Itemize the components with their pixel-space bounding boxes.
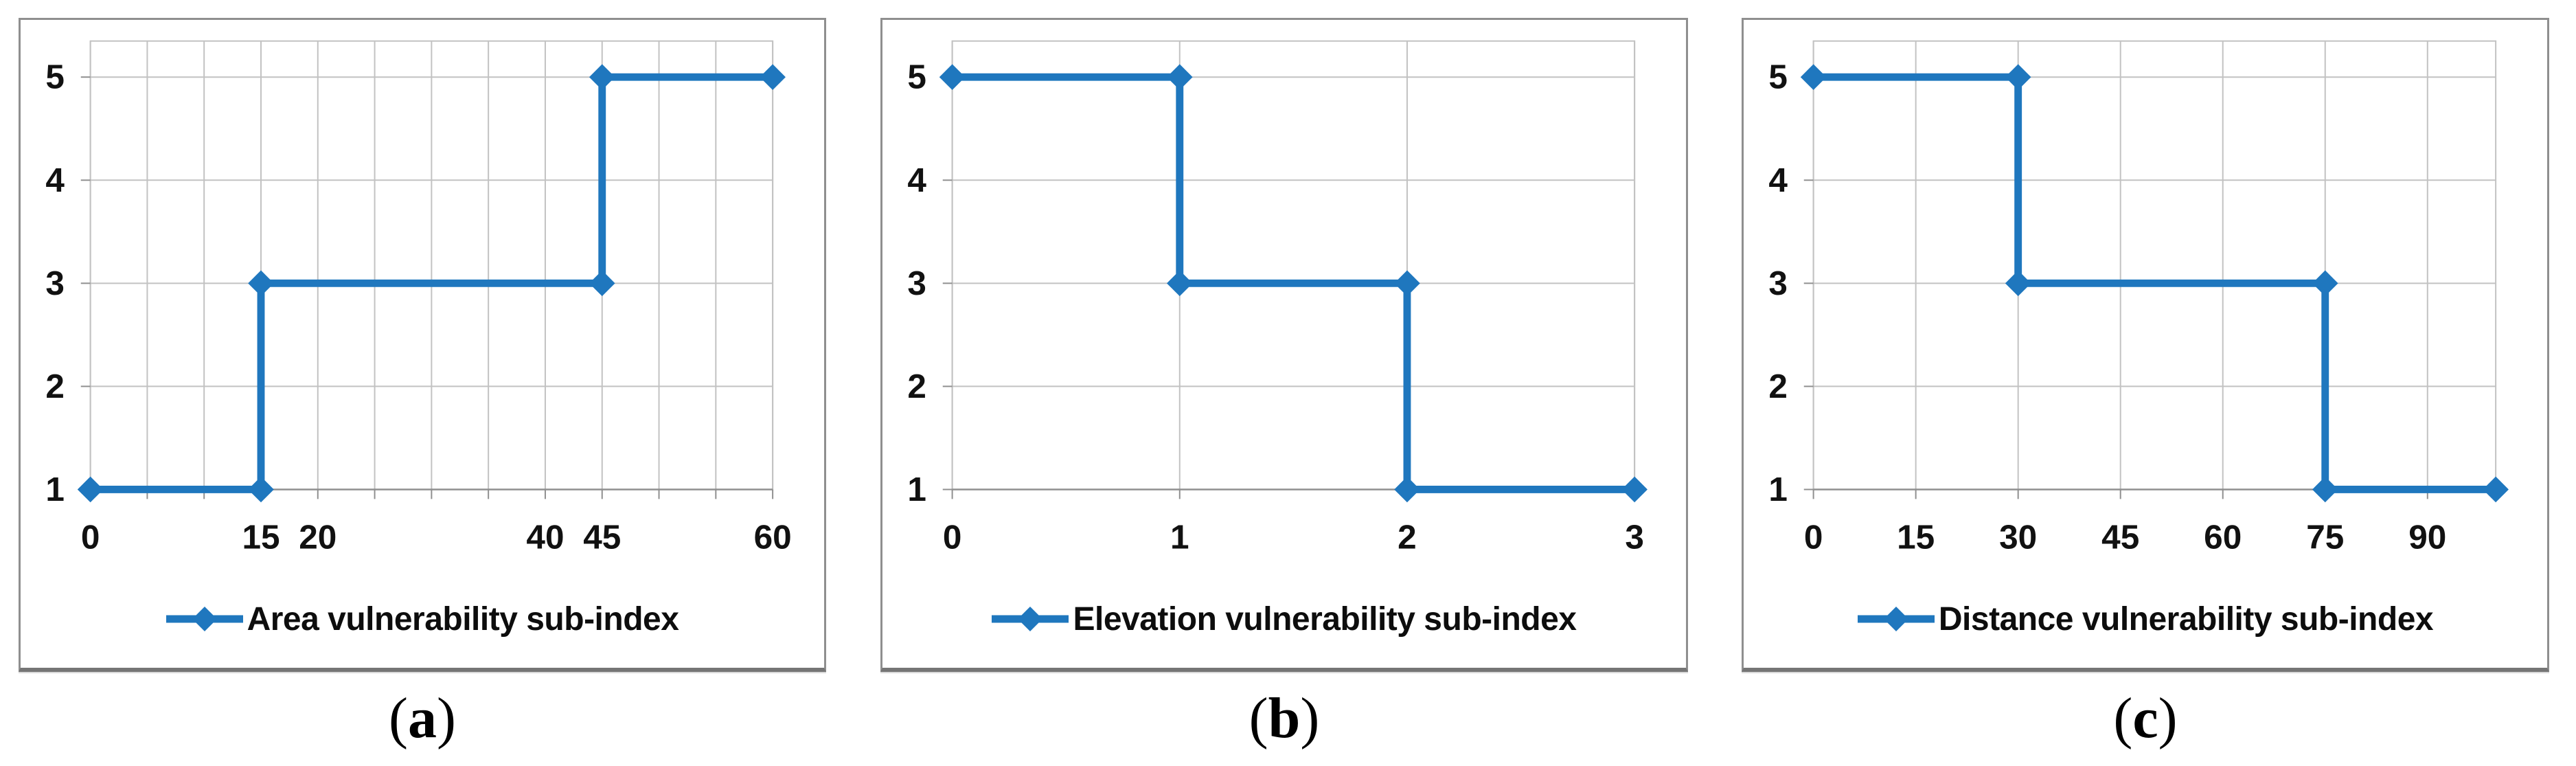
data-point-marker [248, 270, 274, 297]
panel-a: 0 15 20 40 45 60 1 2 3 4 5 Area vulnerability sub-… [19, 18, 826, 672]
legend-label: Area vulnerability sub-index [247, 600, 679, 638]
data-point-marker [760, 64, 786, 91]
data-line [952, 73, 1635, 493]
caption-letter: a [408, 686, 437, 750]
x-tick-label: 90 [2408, 518, 2446, 556]
legend-a: Area vulnerability sub-index [21, 596, 824, 642]
data-point-marker [1800, 64, 1827, 91]
legend-label: Elevation vulnerability sub-index [1073, 600, 1577, 638]
y-tick-label: 3 [907, 264, 926, 302]
x-tick-label: 0 [1804, 518, 1823, 556]
caption-b: (b) [880, 686, 1688, 754]
panel-c: 0 15 30 45 60 75 90 1 2 3 4 5 Distance vulnerabilit… [1742, 18, 2549, 672]
data-point-marker [1394, 270, 1420, 297]
data-point-marker [589, 64, 615, 91]
caption-paren-close: ) [437, 686, 456, 750]
legend-b: Elevation vulnerability sub-index [882, 596, 1686, 642]
y-tick-label: 5 [45, 58, 65, 96]
x-tick-label: 60 [754, 518, 792, 556]
y-tick-label: 3 [45, 264, 65, 302]
x-tick-label: 75 [2306, 518, 2344, 556]
x-tick-label: 40 [526, 518, 564, 556]
data-point-marker [1166, 64, 1193, 91]
data-point-marker [1394, 476, 1420, 503]
caption-letter: c [2132, 686, 2158, 750]
x-tick-label: 20 [299, 518, 337, 556]
x-tick-label: 30 [1999, 518, 2037, 556]
x-tick-label: 3 [1625, 518, 1644, 556]
data-point-marker [2312, 476, 2338, 503]
data-point-marker [939, 64, 966, 91]
caption-paren-close: ) [1300, 686, 1320, 750]
y-tick-label: 2 [907, 368, 926, 405]
y-tick-label: 5 [1768, 58, 1788, 96]
data-line [90, 73, 773, 493]
caption-paren-open: ( [389, 686, 408, 750]
y-tick-label: 4 [907, 161, 926, 199]
caption-a: (a) [19, 686, 826, 754]
x-tick-label: 1 [1170, 518, 1189, 556]
data-point-marker [2005, 64, 2031, 91]
legend-c: Distance vulnerability sub-index [1744, 596, 2547, 642]
x-tick-label: 15 [242, 518, 280, 556]
series-line-marker-icon [1857, 607, 1935, 631]
data-point-marker [77, 476, 104, 503]
data-point-marker [589, 270, 615, 297]
x-tick-label: 15 [1897, 518, 1935, 556]
y-tick-label: 2 [45, 368, 65, 405]
legend-label: Distance vulnerability sub-index [1938, 600, 2434, 638]
y-tick-label: 3 [1768, 264, 1788, 302]
series-line-marker-icon [166, 607, 243, 631]
x-tick-label: 60 [2204, 518, 2242, 556]
y-tick-label: 5 [907, 58, 926, 96]
x-tick-label: 45 [583, 518, 621, 556]
y-tick-label: 4 [45, 161, 65, 199]
y-tick-label: 4 [1768, 161, 1788, 199]
x-tick-label: 0 [943, 518, 962, 556]
caption-paren-open: ( [2113, 686, 2133, 750]
data-point-marker [248, 476, 274, 503]
plot-border [951, 40, 1636, 491]
series-line-marker-icon [992, 607, 1069, 631]
caption-paren-open: ( [1249, 686, 1268, 750]
y-tick-label: 1 [45, 471, 65, 508]
caption-letter: b [1268, 686, 1301, 750]
y-tick-label: 1 [1768, 471, 1788, 508]
y-tick-label: 1 [907, 471, 926, 508]
caption-c: (c) [1742, 686, 2549, 754]
data-point-marker [2312, 270, 2338, 297]
data-line [1813, 73, 2496, 493]
data-point-marker [2483, 476, 2509, 503]
data-point-marker [2005, 270, 2031, 297]
x-tick-label: 45 [2101, 518, 2139, 556]
data-point-marker [1166, 270, 1193, 297]
caption-paren-close: ) [2158, 686, 2178, 750]
x-tick-label: 0 [81, 518, 100, 556]
data-point-marker [1621, 476, 1648, 503]
x-tick-label: 2 [1398, 518, 1417, 556]
y-tick-label: 2 [1768, 368, 1788, 405]
